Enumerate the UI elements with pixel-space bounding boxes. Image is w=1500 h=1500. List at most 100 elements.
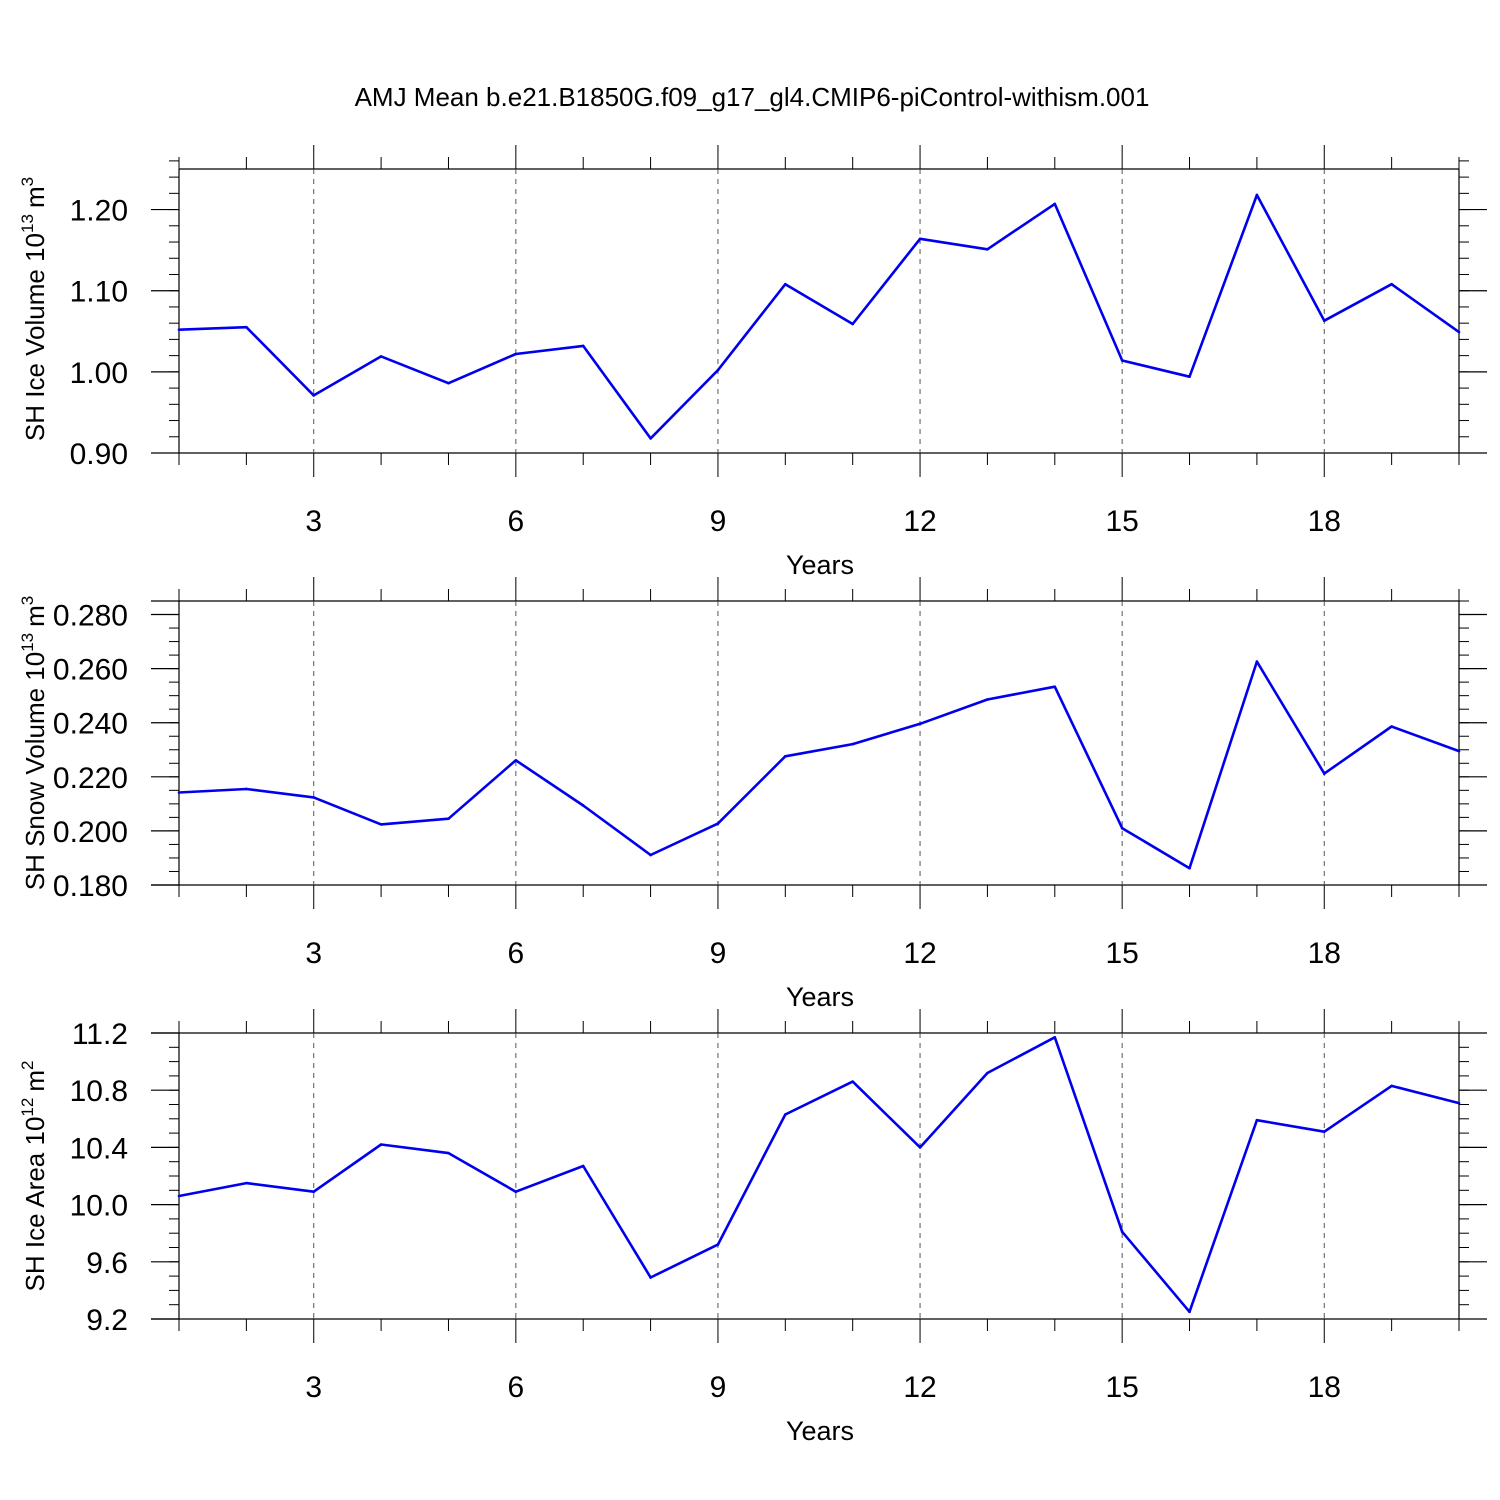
y-tick-label: 1.20: [70, 195, 128, 228]
data-point: [177, 791, 181, 794]
y-tick-label: 1.00: [70, 357, 128, 390]
data-point: [1255, 193, 1259, 197]
x-tick-label: 9: [710, 505, 727, 538]
data-point: [514, 1190, 518, 1194]
x-tick-label: 6: [507, 937, 524, 970]
data-point: [851, 742, 854, 746]
data-point: [649, 1276, 652, 1279]
x-axis-label: Years: [786, 550, 854, 580]
data-point: [1188, 375, 1191, 379]
data-point: [716, 822, 720, 825]
data-point: [514, 352, 518, 356]
data-point: [581, 1164, 585, 1168]
data-point: [649, 437, 652, 440]
panel-2: 0.180 0.200 0.220 0.240 0.260 0.280 3 6 9 12 15 18 Y…: [18, 577, 1487, 1012]
panel-3: 9.2 9.6 10.0 10.4 10.8 11.2 3 6 9 12 15 18 Years SH I…: [18, 1009, 1487, 1446]
series-line: [178, 660, 1460, 870]
panel-1: 0.90 1.00 1.10 1.20 3 6 9 12 15 18 Years SH Ice Vol…: [18, 145, 1487, 580]
y-axis-label-unit-exponent: 2: [18, 1061, 37, 1070]
data-point: [1457, 749, 1461, 753]
y-tick-label: 9.2: [86, 1304, 128, 1337]
data-point: [1390, 1084, 1393, 1088]
data-point: [986, 698, 989, 701]
data-point: [312, 394, 316, 397]
data-point: [1053, 202, 1057, 206]
data-point: [918, 1146, 922, 1149]
x-tick-label: 3: [305, 505, 322, 538]
x-axis-label: Years: [786, 1416, 854, 1446]
data-point: [784, 1113, 787, 1116]
data-point: [312, 796, 316, 799]
data-point: [447, 381, 450, 385]
data-point: [312, 1190, 316, 1194]
data-point: [1120, 826, 1124, 830]
y-tick-label: 0.200: [53, 816, 128, 849]
data-point: [1322, 1130, 1326, 1133]
x-tick-label: 15: [1105, 1371, 1138, 1404]
data-point: [581, 344, 585, 348]
y-axis-label-unit: m: [20, 186, 50, 208]
x-tick-label: 18: [1308, 937, 1341, 970]
data-point: [784, 282, 787, 286]
y-axis-label-unit-exponent: 3: [18, 177, 37, 186]
y-axis-label: SH Ice Volume 1013 m3: [18, 177, 50, 441]
data-point: [1322, 319, 1326, 323]
y-tick-label: 0.260: [53, 654, 128, 687]
data-point: [784, 754, 787, 758]
data-point: [245, 787, 248, 791]
x-tick-label: 12: [903, 937, 936, 970]
data-point: [1188, 1310, 1191, 1314]
data-point: [245, 325, 248, 329]
y-axis-label-main: SH Ice Area 10: [20, 1117, 50, 1292]
x-tick-label: 3: [305, 937, 322, 970]
y-tick-label: 0.280: [53, 600, 128, 633]
data-point: [986, 248, 989, 251]
data-point: [1457, 330, 1461, 334]
data-point: [177, 328, 181, 331]
y-tick-label: 0.90: [70, 438, 128, 471]
y-tick-label: 9.6: [86, 1247, 128, 1280]
y-tick-label: 1.10: [70, 276, 128, 309]
series-line: [178, 193, 1460, 440]
data-point: [1120, 1230, 1124, 1234]
y-axis-label-unit-exponent: 3: [18, 596, 37, 605]
y-tick-label: 10.4: [70, 1132, 128, 1165]
data-point: [649, 853, 652, 857]
y-tick-label: 0.220: [53, 762, 128, 795]
y-axis-label: SH Ice Area 1012 m2: [18, 1061, 50, 1292]
data-point: [379, 1143, 383, 1146]
data-point: [1120, 359, 1124, 362]
data-point: [918, 722, 922, 726]
data-point: [1053, 1035, 1057, 1039]
y-axis-label-exponent: 13: [18, 214, 37, 233]
figure-title: AMJ Mean b.e21.B1850G.f09_g17_gl4.CMIP6-…: [355, 82, 1150, 112]
y-axis-label-main: SH Snow Volume 10: [20, 652, 50, 890]
data-point: [177, 1194, 181, 1198]
data-point: [581, 804, 585, 807]
y-tick-label: 10.0: [70, 1190, 128, 1223]
x-tick-label: 6: [507, 505, 524, 538]
data-point: [379, 823, 383, 826]
data-point: [986, 1071, 989, 1075]
data-point: [851, 1080, 854, 1083]
data-point: [1457, 1101, 1461, 1105]
data-point: [447, 1151, 450, 1155]
y-axis-label: SH Snow Volume 1013 m3: [18, 596, 50, 891]
x-tick-label: 18: [1308, 505, 1341, 538]
y-tick-label: 0.180: [53, 870, 128, 903]
data-point: [514, 759, 518, 762]
data-point: [918, 237, 922, 241]
data-point: [1053, 685, 1057, 689]
x-tick-label: 3: [305, 1371, 322, 1404]
x-tick-label: 6: [507, 1371, 524, 1404]
data-point: [1188, 866, 1191, 870]
data-point: [1255, 660, 1259, 663]
y-axis-label-exponent: 12: [18, 1098, 37, 1117]
x-axis-label: Years: [786, 982, 854, 1012]
y-tick-label: 11.2: [72, 1018, 128, 1051]
series-line: [178, 1036, 1460, 1314]
x-tick-label: 15: [1105, 937, 1138, 970]
data-point: [379, 355, 383, 358]
y-axis-label-unit: m: [20, 605, 50, 627]
